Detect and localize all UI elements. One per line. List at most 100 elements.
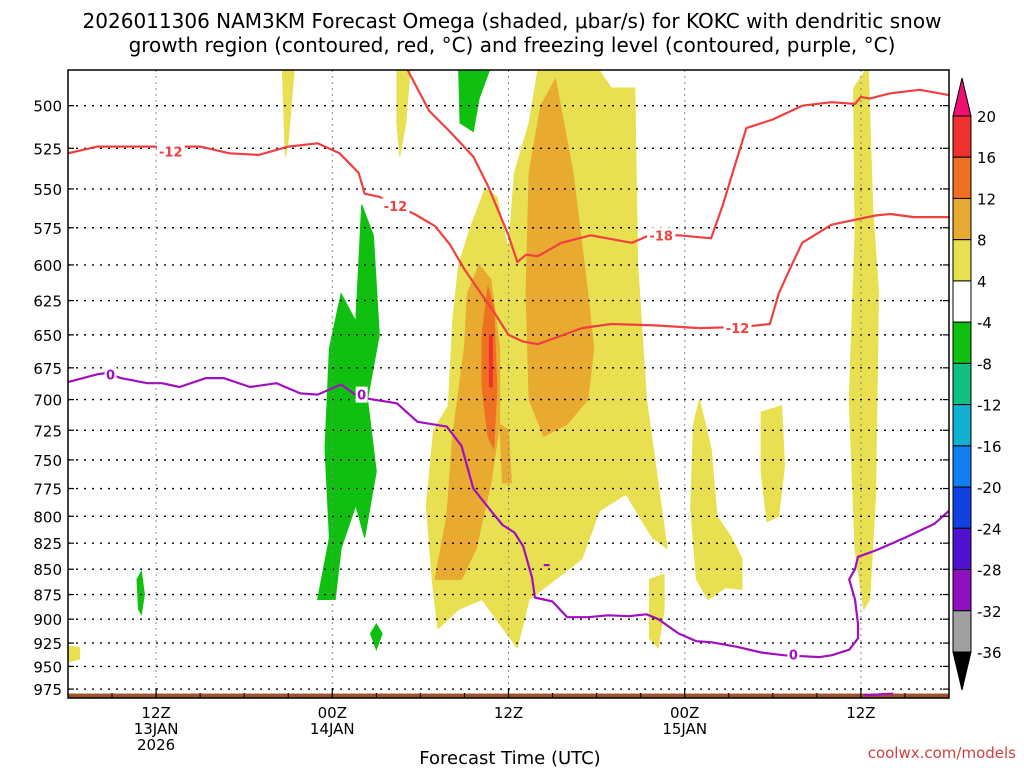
plot-area bbox=[68, 70, 949, 698]
ytick-label-850: 850 bbox=[33, 561, 62, 579]
contour-label-6: 0 bbox=[789, 648, 798, 663]
colorbar-label-13: -36 bbox=[977, 644, 1002, 662]
xtick-label-18-1: 14JAN bbox=[310, 720, 355, 738]
contour-label-3: -12 bbox=[726, 322, 750, 337]
ytick-label-575: 575 bbox=[33, 220, 62, 238]
colorbar-cell-1 bbox=[952, 115, 972, 158]
ytick-label-725: 725 bbox=[33, 422, 62, 440]
colorbar-label-4: 4 bbox=[977, 273, 987, 291]
contours: -12 -12 -18 -12 0 0 0 bbox=[68, 70, 949, 697]
contour-label-bg-5 bbox=[355, 386, 368, 403]
omega-region-yellow-leftbot bbox=[68, 645, 81, 663]
colorbar: 20 16 12 8 4 -4 -8 -12 -16 -20 -24 -28 -32 -36 bbox=[952, 77, 1002, 691]
chart-title-line-1: 2026011306 NAM3KM Forecast Omega (shaded… bbox=[83, 9, 942, 33]
ytick-label-675: 675 bbox=[33, 360, 62, 378]
colorbar-cell-6 bbox=[952, 321, 972, 364]
ytick-label-500: 500 bbox=[33, 98, 62, 116]
omega-region-yellow-right-a bbox=[690, 399, 743, 601]
colorbar-cell-4 bbox=[952, 239, 972, 282]
colorbar-label-7: -12 bbox=[977, 397, 1002, 415]
ytick-label-875: 875 bbox=[33, 587, 62, 605]
xtick-label-18-0: 00Z bbox=[318, 704, 347, 722]
contour-dgz-minus12-upper bbox=[68, 142, 949, 346]
colorbar-cell-5 bbox=[952, 280, 972, 323]
ytick-label-625: 625 bbox=[33, 293, 62, 311]
colorbar-label-5: -4 bbox=[977, 314, 992, 332]
xtick-label-54-0: 12Z bbox=[846, 704, 875, 722]
ytick-label-900: 900 bbox=[33, 611, 62, 629]
ytick-label-525: 525 bbox=[33, 140, 62, 158]
contour-label-4: 0 bbox=[106, 368, 115, 383]
colorbar-cell-3 bbox=[952, 197, 972, 241]
ytick-label-700: 700 bbox=[33, 392, 62, 410]
omega-region-yellow-right-b bbox=[760, 405, 786, 523]
contour-dgz-minus12-lower bbox=[406, 70, 949, 264]
contour-label-2: -18 bbox=[649, 229, 673, 244]
contour-label-bg-3 bbox=[723, 320, 752, 337]
contour-label-bg-6 bbox=[787, 646, 800, 663]
omega-region-yellow-top-b bbox=[396, 70, 411, 157]
omega-region-green-column-main bbox=[316, 204, 380, 600]
colorbar-label-1: 16 bbox=[977, 149, 996, 167]
x-axis-label: Forecast Time (UTC) bbox=[419, 748, 600, 768]
contour-label-bg-2 bbox=[647, 227, 676, 244]
colorbar-label-9: -20 bbox=[977, 479, 1002, 497]
xtick-label-42-0: 00Z bbox=[670, 704, 699, 722]
colorbar-bottom-arrow bbox=[952, 651, 972, 691]
colorbar-cell-2 bbox=[952, 156, 972, 199]
omega-region-yellow-mid-c bbox=[649, 573, 665, 649]
ytick-label-950: 950 bbox=[33, 658, 62, 676]
omega-region-green-left bbox=[136, 569, 145, 616]
colorbar-label-12: -32 bbox=[977, 603, 1002, 621]
omega-region-green-top bbox=[458, 70, 491, 133]
contour-label-bg-0 bbox=[156, 143, 185, 160]
credit-text[interactable]: coolwx.com/models bbox=[868, 744, 1016, 762]
omega-region-red-core bbox=[488, 334, 493, 388]
omega-region-orange-small bbox=[499, 423, 512, 484]
colorbar-cell-8 bbox=[952, 404, 972, 447]
xtick-label-6-0: 12Z bbox=[141, 704, 170, 722]
contour-label-1: -12 bbox=[384, 200, 408, 215]
colorbar-label-8: -16 bbox=[977, 438, 1002, 456]
colorbar-cell-11 bbox=[952, 527, 972, 571]
contour-lines bbox=[68, 70, 949, 697]
omega-region-green-bot bbox=[369, 623, 383, 652]
contour-label-0: -12 bbox=[159, 146, 183, 161]
ytick-label-800: 800 bbox=[33, 508, 62, 526]
colorbar-label-11: -28 bbox=[977, 562, 1002, 580]
ytick-label-600: 600 bbox=[33, 257, 62, 275]
colorbar-cell-12 bbox=[952, 569, 972, 612]
omega-shading bbox=[68, 70, 949, 698]
ytick-label-550: 550 bbox=[33, 181, 62, 199]
chart-title-line-2: growth region (contoured, red, °C) and f… bbox=[129, 33, 896, 57]
colorbar-cell-7 bbox=[952, 362, 972, 406]
xtick-label-6-1: 13JAN bbox=[134, 720, 179, 738]
xtick-label-6-2: 2026 bbox=[137, 736, 175, 754]
xtick-label-30-0: 12Z bbox=[494, 704, 523, 722]
colorbar-label-6: -8 bbox=[977, 355, 992, 373]
colorbar-cell-10 bbox=[952, 486, 972, 529]
colorbar-label-3: 8 bbox=[977, 232, 987, 250]
colorbar-label-0: 20 bbox=[977, 108, 996, 126]
colorbar-label-2: 12 bbox=[977, 190, 996, 208]
contour-freezing-level bbox=[68, 371, 949, 659]
ytick-label-775: 775 bbox=[33, 481, 62, 499]
ytick-label-825: 825 bbox=[33, 535, 62, 553]
ytick-label-750: 750 bbox=[33, 452, 62, 470]
axes: 500 525 550 575 600 625 650 675 700 725 750 775 800 8… bbox=[33, 69, 950, 754]
ytick-label-650: 650 bbox=[33, 327, 62, 345]
contour-label-bg-4 bbox=[104, 366, 117, 383]
omega-region-yellow-top-a bbox=[281, 70, 295, 157]
contour-label-5: 0 bbox=[357, 389, 366, 404]
contour-freezing-bottom-right bbox=[863, 692, 894, 697]
colorbar-top-arrow bbox=[952, 77, 972, 117]
contour-label-bg-1 bbox=[381, 198, 410, 215]
xtick-label-42-1: 15JAN bbox=[662, 720, 707, 738]
ytick-label-975: 975 bbox=[33, 681, 62, 699]
ytick-label-925: 925 bbox=[33, 635, 62, 653]
colorbar-label-10: -24 bbox=[977, 520, 1002, 538]
omega-region-yellow-right-c bbox=[848, 70, 880, 611]
colorbar-cell-13 bbox=[952, 610, 972, 653]
colorbar-cell-9 bbox=[952, 445, 972, 488]
